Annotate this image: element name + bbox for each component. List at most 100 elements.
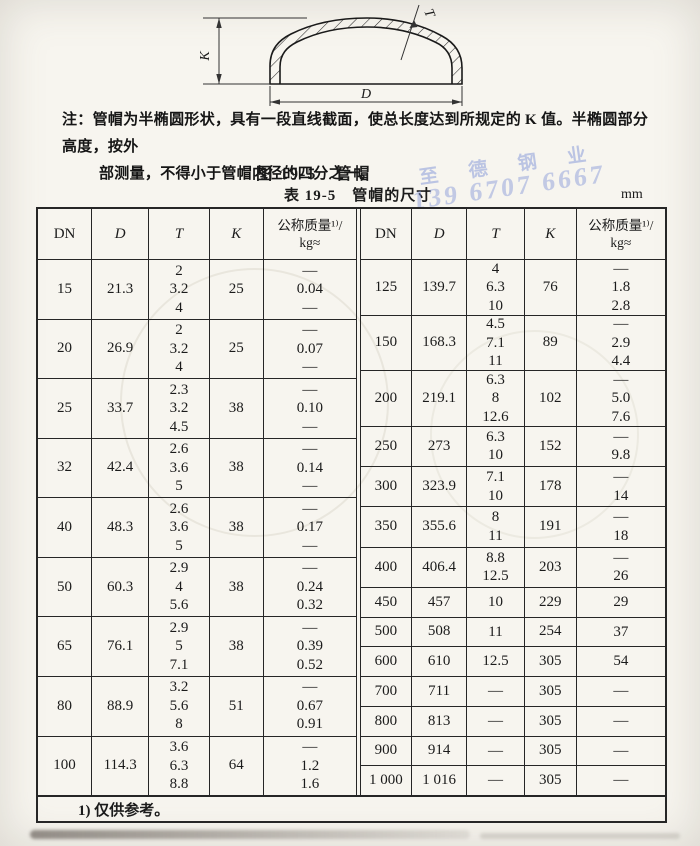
cell-k: 152 [525,426,577,467]
cell-dn: 800 [361,706,413,736]
cell-dn: 40 [38,498,93,557]
table-left-half: DN D T K 公称质量¹⁾/ kg≈ 15 21.3 2 3.2 4 25—0.04—… [38,209,357,796]
value: — [613,712,629,729]
table-row: 40 48.3 2.6 3.6 5 38—0.17— [38,498,356,558]
cell-dn: 65 [38,617,93,676]
value: — [487,742,503,759]
value: — [302,359,318,376]
value: 0.67 [296,697,323,714]
value: — [487,772,503,789]
table-center-divider [357,209,361,795]
cell-k: 38 [210,379,264,438]
value: 14 [613,487,629,504]
value: 0.07 [296,340,323,357]
value: — [613,509,629,526]
cell-t: 6.3 8 12.6 [467,371,525,426]
value: 4 [175,359,183,376]
cell-d: 76.1 [92,617,150,676]
cell-d: 114.3 [92,736,150,796]
value: — [487,712,503,729]
value: 1.2 [300,757,320,774]
table-row: 150 168.3 4.5 7.1 11 89 —2.9 4.4 [360,315,665,372]
value: 3.6 [169,739,189,756]
cell-k: 305 [525,677,577,706]
value: 8.8 [169,776,189,793]
table-row: 700 711 — 305 — [360,677,665,707]
cell-d: 139.7 [412,260,468,315]
cell-dn: 20 [38,319,93,379]
value: 6.3 [486,428,505,445]
table-right-half: DN D T K 公称质量¹⁾/ kg≈ 125 139.7 4 6.3 10 76—1.… [360,209,665,795]
value: — [302,381,318,398]
value: — [487,683,503,700]
value: 3.2 [169,400,189,417]
value: 4.5 [169,418,189,435]
header-dn: DN [38,209,93,259]
value: 2.3 [169,381,189,398]
page-bleed-circle [430,330,639,539]
cell-t: 10 [467,587,525,617]
cell-mass: — [577,677,665,706]
value: 3.2 [169,679,189,696]
cell-dn: 600 [361,647,413,677]
arrow-t [409,20,418,28]
value: 1.6 [300,776,320,793]
value: — [302,441,318,458]
table-row: 32 42.4 2.6 3.6 5 38—0.14— [38,438,356,499]
cell-k: 102 [525,371,577,426]
header-t: T [149,209,210,259]
value: — [302,679,318,696]
cell-mass: — [577,737,665,766]
value: 26 [613,568,629,585]
cell-dn: 25 [38,379,93,438]
cell-mass: —0.10— [264,379,356,438]
value: 6.3 [486,279,505,296]
cell-mass: 54 [577,647,665,676]
cell-d: 406.4 [412,547,468,587]
value: 7.6 [611,408,631,425]
cell-d: 508 [412,617,468,647]
cell-t: 11 [467,617,525,647]
cell-k: 38 [210,617,264,676]
value: 11 [488,353,503,370]
value: — [302,418,318,435]
value: — [613,316,629,333]
cell-mass: 37 [577,618,665,647]
cell-k: 38 [210,438,264,498]
cell-dn: 450 [361,587,413,617]
arrow-k-bottom [216,74,222,84]
value: 5.6 [169,597,189,614]
value: 2.6 [169,441,189,458]
table-row: 80 88.9 3.2 5.6 8 51 —0.67 0.91 [38,676,356,737]
value: 37 [613,623,629,640]
dimension-d [269,86,463,106]
cell-k: 51 [210,676,264,736]
cell-t: — [467,706,525,736]
cell-k: 191 [525,507,577,547]
value: 5 [175,638,183,655]
value: 11 [488,527,503,544]
cell-t: 3.6 6.3 8.8 [149,736,210,796]
pipe-cap-diagram: K D T [198,4,463,106]
cell-d: 219.1 [412,371,468,426]
cell-t: 8.8 12.5 [467,547,525,587]
table-row: 350 355.6 8 11 191—18 [360,507,665,548]
value: 7.1 [169,656,189,673]
cell-t: 2.6 3.6 5 [149,438,210,498]
cell-mass: —18 [577,507,665,546]
cell-mass: —0.24 0.32 [264,558,356,617]
cell-mass: —14 [577,467,665,506]
header-k: K [525,209,577,259]
scan-shadow [480,833,680,839]
table-row: 65 76.1 2.9 5 7.1 38 — 0.39 0.52 [38,617,356,677]
value: 2 [175,322,183,339]
header-mass-line2: kg≈ [610,235,632,250]
value: 0.91 [296,716,323,733]
cell-k: 305 [525,706,577,736]
note-text: 注：管帽为半椭圆形状，具有一段直线截面，使总长度达到所规定的 K 值。半椭圆部分… [62,107,662,188]
cell-d: 323.9 [412,467,468,507]
table-row: 450 457 10 229 29 [360,587,665,618]
cell-mass: — 1.8 2.8 [577,260,665,315]
table-caption: 表 19-5 管帽的尺寸 [284,188,433,204]
